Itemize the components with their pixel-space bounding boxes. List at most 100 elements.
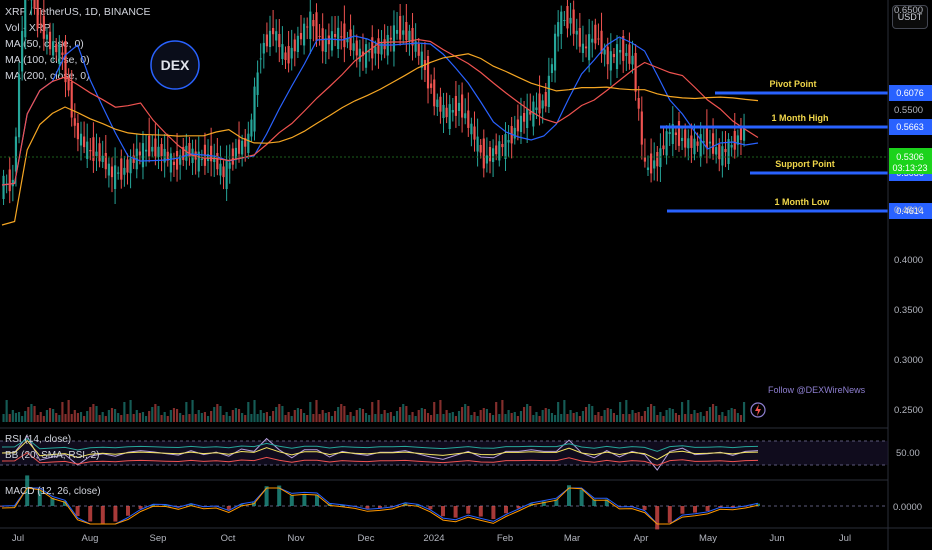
candle-body	[380, 42, 383, 55]
candle-body	[516, 119, 519, 132]
ma50-legend[interactable]: MA (50, close, 0)	[5, 38, 84, 50]
candle-body	[606, 46, 609, 65]
volume-bar	[615, 415, 619, 422]
volume-bar	[126, 414, 129, 422]
candle-body	[265, 34, 268, 47]
macd-hist-bar	[441, 506, 445, 517]
macd-hist-bar	[100, 506, 105, 524]
symbol-legend[interactable]: XRP / TetherUS, 1D, BINANCE	[5, 6, 151, 18]
macd-hist-bar	[25, 475, 30, 506]
candle-body	[411, 28, 414, 46]
volume-bar	[129, 400, 132, 422]
candle-body	[290, 47, 293, 59]
ma100-legend[interactable]: MA (100, close, 0)	[5, 54, 90, 66]
volume-bar	[86, 411, 89, 422]
macd-label[interactable]: MACD (12, 26, close)	[5, 486, 101, 497]
volume-bar	[461, 407, 464, 422]
volume-bar	[371, 402, 374, 422]
volume-bar	[606, 408, 609, 422]
level-label: 1 Month High	[772, 113, 829, 123]
candle-body	[268, 30, 272, 47]
volume-bar	[79, 412, 83, 422]
volume-bar	[247, 402, 250, 422]
candle-body	[340, 36, 343, 38]
volume-bar	[386, 413, 389, 422]
volume-bar	[330, 416, 334, 422]
volume-bar	[603, 410, 606, 422]
volume-bar	[76, 413, 79, 422]
volume-bar	[296, 408, 299, 422]
candle-body	[337, 27, 340, 49]
volume-bar	[210, 411, 213, 422]
bb-upper-line	[1, 452, 759, 466]
volume-bar	[482, 408, 485, 422]
candle-body	[383, 39, 386, 50]
candle-body	[188, 143, 191, 157]
macd-hist-bar	[655, 506, 660, 530]
volume-bar	[169, 410, 172, 422]
volume-bar	[702, 416, 705, 422]
candle-body	[501, 144, 504, 148]
candle-body	[259, 58, 262, 60]
volume-bar	[646, 407, 650, 422]
volume-bar	[206, 416, 210, 422]
candle-body	[352, 43, 355, 51]
candle-body	[157, 146, 160, 157]
volume-bar	[154, 404, 157, 422]
candle-body	[172, 161, 176, 165]
volume-bar	[526, 404, 529, 422]
volume-bar	[727, 410, 730, 422]
bb-label[interactable]: BB (20, SMA, RSI, 2)	[5, 450, 99, 461]
volume-bar	[640, 416, 643, 422]
volume-bar	[631, 410, 634, 422]
macd-hist-bar	[453, 506, 458, 518]
currency-button[interactable]: USDT	[892, 5, 928, 29]
volume-bar	[699, 412, 702, 422]
volume-bar	[730, 408, 733, 422]
candle-body	[73, 118, 76, 126]
volume-bar	[123, 402, 126, 422]
candle-body	[702, 141, 705, 143]
candle-body	[79, 133, 83, 146]
candle-body	[11, 179, 14, 187]
countdown: 03:13:23	[892, 163, 927, 173]
volume-bar	[507, 410, 510, 422]
candle-body	[733, 131, 736, 150]
candle-body	[594, 24, 597, 44]
macd-hist-bar	[756, 503, 760, 506]
candle-body	[21, 30, 24, 72]
volume-bar	[715, 406, 718, 422]
price-tick: 0.4500	[894, 205, 923, 216]
level-price-box	[889, 119, 932, 135]
candle-body	[132, 155, 135, 163]
candle-body	[123, 167, 126, 175]
rsi-label[interactable]: RSI (14, close)	[5, 434, 71, 445]
volume-bar	[321, 410, 324, 422]
candle-body	[597, 38, 600, 40]
level-price-box	[889, 203, 932, 219]
macd-hist-bar	[642, 506, 647, 510]
candle-body	[426, 56, 430, 89]
candle-body	[330, 31, 334, 51]
candle-body	[141, 143, 145, 168]
level-label: Support Point	[775, 159, 835, 169]
macd-hist-bar	[138, 506, 143, 509]
candle-body	[309, 11, 312, 39]
volume-bar	[560, 414, 563, 422]
candle-body	[104, 153, 107, 170]
candle-body	[244, 138, 247, 147]
candle-body	[541, 100, 544, 109]
volume-legend[interactable]: Vol · XRP	[5, 22, 51, 34]
volume-bar	[333, 411, 337, 422]
candle-body	[42, 15, 45, 39]
candle-body	[343, 23, 346, 48]
price-tick: 0.5500	[894, 105, 923, 116]
volume-bar	[337, 407, 340, 422]
volume-bar	[464, 404, 467, 422]
level-price: 0.4614	[896, 206, 924, 216]
volume-bar	[107, 410, 110, 422]
volume-bar	[256, 414, 259, 422]
candle-body	[399, 16, 402, 40]
volume-bar	[597, 412, 600, 422]
